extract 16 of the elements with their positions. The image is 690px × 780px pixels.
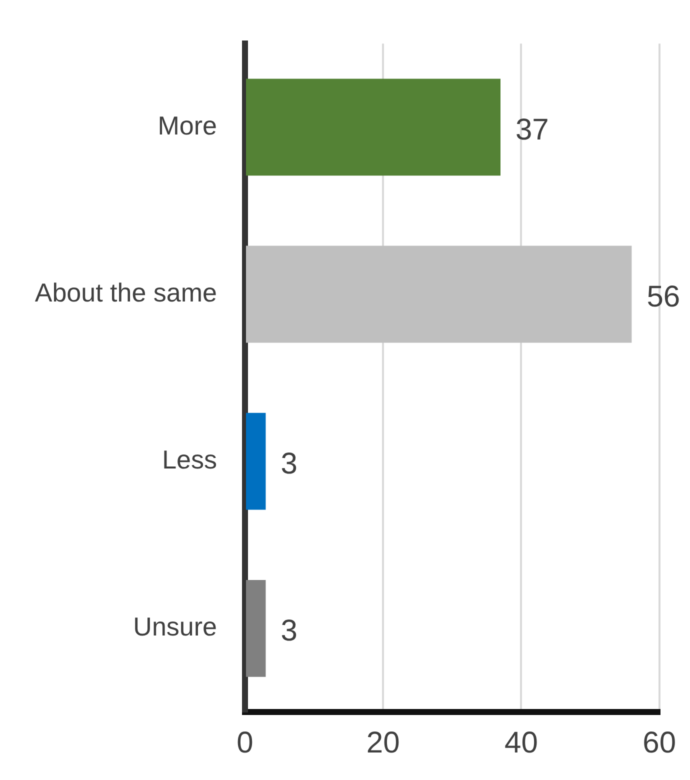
y-tick-label: Unsure <box>133 612 217 642</box>
x-tick-label: 40 <box>504 726 538 760</box>
x-tick-label: 20 <box>366 726 400 760</box>
data-label: 56 <box>646 280 680 314</box>
bar <box>246 412 266 510</box>
x-tick-label: 0 <box>236 726 254 760</box>
bar <box>246 580 266 677</box>
y-tick-label: About the same <box>34 277 217 308</box>
bar <box>246 246 632 343</box>
y-tick-label: Less <box>162 444 217 475</box>
bar <box>246 78 500 176</box>
data-label: 3 <box>280 614 298 648</box>
data-label: 3 <box>280 448 298 481</box>
y-tick-label: More <box>158 110 217 140</box>
data-label: 37 <box>515 113 549 146</box>
x-tick-label: 60 <box>642 726 676 760</box>
